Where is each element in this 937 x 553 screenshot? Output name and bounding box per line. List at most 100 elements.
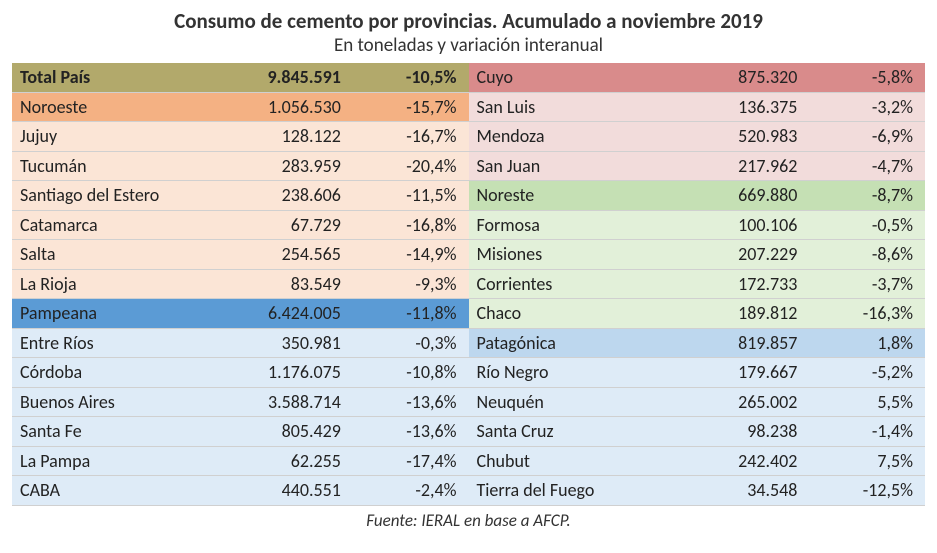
left-column: Total País9.845.591-10,5%Noroeste1.056.5… (12, 63, 469, 506)
row-variation: -11,8% (359, 302, 469, 324)
table-row: La Pampa62.255-17,4% (12, 447, 469, 477)
row-label: Corrientes (469, 273, 679, 295)
row-value: 3.588.714 (222, 391, 359, 413)
row-value: 520.983 (678, 125, 815, 147)
table-row: Neuquén265.0025,5% (469, 388, 926, 418)
table-row: Pampeana6.424.005-11,8% (12, 299, 469, 329)
row-label: La Pampa (12, 450, 222, 472)
table-row: Corrientes172.733-3,7% (469, 270, 926, 300)
row-value: 1.176.075 (222, 361, 359, 383)
row-value: 350.981 (222, 332, 359, 354)
row-variation: -13,6% (359, 391, 469, 413)
row-label: Mendoza (469, 125, 679, 147)
row-label: Misiones (469, 243, 679, 265)
page-subtitle: En toneladas y variación interanual (12, 34, 925, 57)
row-variation: -4,7% (815, 155, 925, 177)
row-label: San Juan (469, 155, 679, 177)
row-label: Patagónica (469, 332, 679, 354)
table-row: Entre Ríos350.981-0,3% (12, 329, 469, 359)
row-variation: -13,6% (359, 420, 469, 442)
row-variation: -8,6% (815, 243, 925, 265)
row-value: 819.857 (678, 332, 815, 354)
table-row: CABA440.551-2,4% (12, 476, 469, 506)
row-label: Formosa (469, 214, 679, 236)
row-variation: -12,5% (815, 479, 925, 501)
row-value: 254.565 (222, 243, 359, 265)
table-row: Santiago del Estero238.606-11,5% (12, 181, 469, 211)
table-row: Catamarca67.729-16,8% (12, 211, 469, 241)
row-label: Tierra del Fuego (469, 479, 679, 501)
table-row: San Luis136.375-3,2% (469, 93, 926, 123)
row-variation: -20,4% (359, 155, 469, 177)
table-row: Patagónica819.8571,8% (469, 329, 926, 359)
row-variation: -16,7% (359, 125, 469, 147)
row-value: 283.959 (222, 155, 359, 177)
table-row: Río Negro179.667-5,2% (469, 358, 926, 388)
row-label: Noroeste (12, 96, 222, 118)
table-row: Salta254.565-14,9% (12, 240, 469, 270)
row-value: 179.667 (678, 361, 815, 383)
row-label: Total País (12, 66, 222, 88)
row-value: 34.548 (678, 479, 815, 501)
row-value: 67.729 (222, 214, 359, 236)
row-label: Tucumán (12, 155, 222, 177)
row-variation: -8,7% (815, 184, 925, 206)
row-variation: -9,3% (359, 273, 469, 295)
row-value: 217.962 (678, 155, 815, 177)
row-variation: 7,5% (815, 450, 925, 472)
table-row: Jujuy128.122-16,7% (12, 122, 469, 152)
row-label: Neuquén (469, 391, 679, 413)
row-label: Noreste (469, 184, 679, 206)
row-label: Buenos Aires (12, 391, 222, 413)
row-value: 172.733 (678, 273, 815, 295)
row-label: Córdoba (12, 361, 222, 383)
row-label: Cuyo (469, 66, 679, 88)
row-label: CABA (12, 479, 222, 501)
table-row: Total País9.845.591-10,5% (12, 63, 469, 93)
table-row: Buenos Aires3.588.714-13,6% (12, 388, 469, 418)
table-row: San Juan217.962-4,7% (469, 152, 926, 182)
table-row: Chaco189.812-16,3% (469, 299, 926, 329)
table-row: Noreste669.880-8,7% (469, 181, 926, 211)
row-value: 875.320 (678, 66, 815, 88)
row-label: La Rioja (12, 273, 222, 295)
row-variation: -14,9% (359, 243, 469, 265)
row-value: 207.229 (678, 243, 815, 265)
row-variation: -10,5% (359, 66, 469, 88)
row-variation: -2,4% (359, 479, 469, 501)
table-row: Misiones207.229-8,6% (469, 240, 926, 270)
row-variation: -16,8% (359, 214, 469, 236)
table-row: Noroeste1.056.530-15,7% (12, 93, 469, 123)
row-variation: -10,8% (359, 361, 469, 383)
row-label: Río Negro (469, 361, 679, 383)
row-value: 98.238 (678, 420, 815, 442)
row-variation: -1,4% (815, 420, 925, 442)
row-variation: -3,2% (815, 96, 925, 118)
row-label: Santa Fe (12, 420, 222, 442)
row-variation: -3,7% (815, 273, 925, 295)
row-value: 440.551 (222, 479, 359, 501)
row-variation: -5,2% (815, 361, 925, 383)
row-value: 238.606 (222, 184, 359, 206)
row-label: Catamarca (12, 214, 222, 236)
row-value: 6.424.005 (222, 302, 359, 324)
table-row: Mendoza520.983-6,9% (469, 122, 926, 152)
row-variation: -15,7% (359, 96, 469, 118)
row-value: 242.402 (678, 450, 815, 472)
row-label: Entre Ríos (12, 332, 222, 354)
row-value: 100.106 (678, 214, 815, 236)
row-value: 189.812 (678, 302, 815, 324)
table-row: Santa Fe805.429-13,6% (12, 417, 469, 447)
row-variation: -16,3% (815, 302, 925, 324)
table-row: Tierra del Fuego34.548-12,5% (469, 476, 926, 506)
row-variation: 1,8% (815, 332, 925, 354)
table-row: Formosa100.106-0,5% (469, 211, 926, 241)
table-row: Chubut242.4027,5% (469, 447, 926, 477)
tables-wrapper: Total País9.845.591-10,5%Noroeste1.056.5… (12, 63, 925, 506)
row-label: Pampeana (12, 302, 222, 324)
row-label: San Luis (469, 96, 679, 118)
table-row: Córdoba1.176.075-10,8% (12, 358, 469, 388)
row-value: 128.122 (222, 125, 359, 147)
right-column: Cuyo875.320-5,8%San Luis136.375-3,2%Mend… (469, 63, 926, 506)
table-row: Tucumán283.959-20,4% (12, 152, 469, 182)
